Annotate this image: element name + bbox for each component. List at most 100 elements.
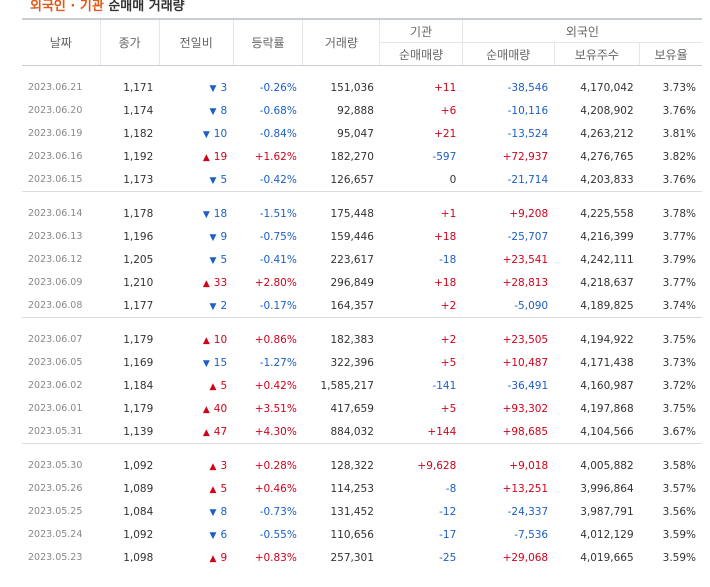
change-value: 5 <box>220 482 228 495</box>
volume-cell: 128,322 <box>330 459 374 472</box>
rate-cell: +2.80% <box>254 276 297 289</box>
close-cell: 1,171 <box>123 81 154 94</box>
group-divider <box>22 317 702 318</box>
investor-trading-table: 날짜 종가 전일비 등락률 거래량 기관 외국인 순매매량 순매매량 보유주수 … <box>22 18 702 569</box>
rate-cell: -1.27% <box>259 356 297 369</box>
group-spacer <box>22 318 702 328</box>
date-cell: 2023.06.15 <box>28 174 83 185</box>
close-cell: 1,192 <box>123 150 154 163</box>
volume-cell: 182,270 <box>330 150 374 163</box>
date-cell: 2023.06.08 <box>28 300 83 311</box>
up-arrow-icon: ▲ <box>202 152 210 163</box>
change-cell: ▲ 47 <box>159 420 233 444</box>
header-foreign-group: 외국인 <box>461 18 702 43</box>
foreign-net-cell: -38,546 <box>507 81 549 94</box>
foreign-net-cell: -36,491 <box>507 379 549 392</box>
institution-net-cell: +1 <box>440 207 457 220</box>
holdings-cell: 4,189,825 <box>580 299 634 312</box>
down-arrow-icon: ▼ <box>209 530 217 541</box>
change-value: 5 <box>220 379 228 392</box>
table-row: 2023.05.30 1,092 ▲ 3 +0.28% 128,322 +9,628 +9,0… <box>22 454 702 477</box>
holdings-cell: 4,218,637 <box>580 276 634 289</box>
change-value: 3 <box>220 459 228 472</box>
down-arrow-icon: ▼ <box>209 301 217 312</box>
close-cell: 1,174 <box>123 104 154 117</box>
institution-net-cell: -18 <box>439 253 457 266</box>
volume-cell: 151,036 <box>330 81 374 94</box>
foreign-net-cell: -5,090 <box>514 299 549 312</box>
rate-cell: -0.41% <box>259 253 297 266</box>
close-cell: 1,084 <box>123 505 154 518</box>
holdings-cell: 4,203,833 <box>580 173 634 186</box>
ratio-cell: 3.59% <box>662 528 696 541</box>
change-value: 5 <box>220 253 228 266</box>
table-row: 2023.05.24 1,092 ▼ 6 -0.55% 110,656 -17 -7,536 4… <box>22 523 702 546</box>
date-cell: 2023.06.05 <box>28 357 83 368</box>
rate-cell: -0.75% <box>259 230 297 243</box>
holdings-cell: 4,170,042 <box>580 81 634 94</box>
change-cell: ▼ 10 <box>159 122 233 145</box>
holdings-cell: 4,225,558 <box>580 207 634 220</box>
foreign-net-cell: +13,251 <box>502 482 549 495</box>
change-cell: ▼ 15 <box>159 351 233 374</box>
change-value: 33 <box>213 276 228 289</box>
institution-net-cell: -17 <box>439 528 457 541</box>
change-cell: ▼ 5 <box>159 248 233 271</box>
change-value: 9 <box>220 230 228 243</box>
institution-net-cell: +11 <box>434 81 457 94</box>
change-value: 40 <box>213 402 228 415</box>
down-arrow-icon: ▼ <box>209 175 217 186</box>
holdings-cell: 4,208,902 <box>580 104 634 117</box>
down-arrow-icon: ▼ <box>209 83 217 94</box>
change-cell: ▲ 33 <box>159 271 233 294</box>
table-row: 2023.05.25 1,084 ▼ 8 -0.73% 131,452 -12 -24,337… <box>22 500 702 523</box>
rate-cell: -0.84% <box>259 127 297 140</box>
holdings-cell: 4,263,212 <box>580 127 634 140</box>
institution-net-cell: 0 <box>449 173 457 186</box>
table-row: 2023.06.20 1,174 ▼ 8 -0.68% 92,888 +6 -10,116 4,… <box>22 99 702 122</box>
volume-cell: 257,301 <box>330 551 374 564</box>
rate-cell: -1.51% <box>259 207 297 220</box>
table-row: 2023.06.16 1,192 ▲ 19 +1.62% 182,270 -597 +72,9… <box>22 145 702 168</box>
change-value: 15 <box>213 356 228 369</box>
date-cell: 2023.05.24 <box>28 529 83 540</box>
close-cell: 1,169 <box>123 356 154 369</box>
institution-net-cell: +9,628 <box>417 459 457 472</box>
header-institution-net: 순매매량 <box>379 42 463 66</box>
up-arrow-icon: ▲ <box>202 335 210 346</box>
institution-net-cell: +6 <box>440 104 457 117</box>
ratio-cell: 3.73% <box>662 356 696 369</box>
date-cell: 2023.06.14 <box>28 208 83 219</box>
institution-net-cell: -12 <box>439 505 457 518</box>
table-row: 2023.06.13 1,196 ▼ 9 -0.75% 159,446 +18 -25,707… <box>22 225 702 248</box>
down-arrow-icon: ▼ <box>209 507 217 518</box>
header-change: 전일비 <box>158 18 234 66</box>
change-cell: ▼ 5 <box>159 168 233 192</box>
down-arrow-icon: ▼ <box>209 255 217 266</box>
title-accent: 외국인 · 기관 <box>30 0 104 14</box>
rate-cell: +0.83% <box>254 551 297 564</box>
close-cell: 1,182 <box>123 127 154 140</box>
change-cell: ▼ 6 <box>159 523 233 546</box>
holdings-cell: 4,216,399 <box>580 230 634 243</box>
change-cell: ▼ 2 <box>159 294 233 318</box>
volume-cell: 1,585,217 <box>320 379 374 392</box>
ratio-cell: 3.81% <box>662 127 696 140</box>
change-value: 9 <box>220 551 228 564</box>
volume-cell: 417,659 <box>330 402 374 415</box>
ratio-cell: 3.75% <box>662 333 696 346</box>
up-arrow-icon: ▲ <box>202 404 210 415</box>
rate-cell: +4.30% <box>254 425 297 438</box>
date-cell: 2023.06.07 <box>28 334 83 345</box>
group-divider <box>22 443 702 444</box>
table-row: 2023.06.12 1,205 ▼ 5 -0.41% 223,617 -18 +23,541… <box>22 248 702 271</box>
foreign-net-cell: -21,714 <box>507 173 549 186</box>
close-cell: 1,210 <box>123 276 154 289</box>
date-cell: 2023.05.31 <box>28 426 83 437</box>
institution-net-cell: +2 <box>440 333 457 346</box>
table-row: 2023.05.23 1,098 ▲ 9 +0.83% 257,301 -25 +29,068… <box>22 546 702 569</box>
date-cell: 2023.06.01 <box>28 403 83 414</box>
group-spacer <box>22 444 702 454</box>
table-row: 2023.06.05 1,169 ▼ 15 -1.27% 322,396 +5 +10,487… <box>22 351 702 374</box>
down-arrow-icon: ▼ <box>209 106 217 117</box>
